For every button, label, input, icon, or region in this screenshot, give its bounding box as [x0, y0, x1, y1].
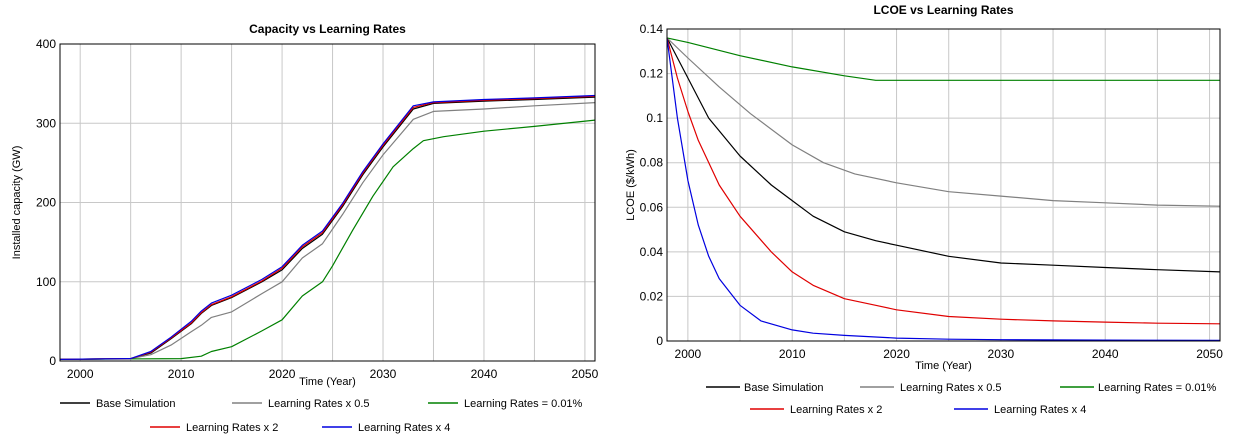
x-tick-label: 2000	[67, 367, 94, 381]
x-tick-label: 2010	[168, 367, 195, 381]
lcoe-chart: LCOE vs Learning Rates 2000 2010 2020 2030 20…	[620, 0, 1239, 438]
series-line-2	[59, 102, 596, 360]
y-tick-label: 0.1	[646, 111, 663, 125]
series-line-4	[666, 37, 1221, 325]
x-tick-label: 2020	[269, 367, 296, 381]
series-line-3	[666, 37, 1220, 81]
x-tick-label: 2020	[883, 347, 910, 361]
legend-label: Learning Rates = 0.01%	[1098, 382, 1217, 394]
x-axis-label: Time (Year)	[299, 376, 356, 388]
legend-label: Learning Rates x 0.5	[268, 398, 370, 410]
plot-frame	[666, 28, 1221, 342]
chart-title: LCOE vs Learning Rates	[873, 3, 1013, 17]
capacity-chart: Capacity vs Learning Rates 2000 2010 2020 20…	[11, 22, 599, 434]
series-line-5	[666, 37, 1221, 341]
x-axis-label: Time (Year)	[915, 360, 972, 372]
y-axis-label: LCOE ($/kWh)	[625, 149, 637, 221]
y-tick-label: 100	[36, 275, 56, 289]
x-tick-label: 2010	[779, 347, 806, 361]
legend-label: Base Simulation	[744, 382, 824, 394]
y-tick-label: 0.04	[640, 245, 664, 259]
lcoe-chart-svg: LCOE vs Learning Rates 2000 2010 2020 2030 20…	[625, 3, 1223, 416]
y-tick-label: 0.14	[640, 22, 664, 36]
y-tick-label: 0	[49, 354, 56, 368]
chart-title: Capacity vs Learning Rates	[249, 22, 406, 36]
y-tick-label: 0.06	[640, 200, 664, 214]
x-tick-label: 2040	[1092, 347, 1119, 361]
x-tick-label: 2050	[1196, 347, 1223, 361]
x-tick-label: 2030	[370, 367, 397, 381]
series-line-5	[59, 94, 596, 360]
x-tick-label: 2040	[471, 367, 498, 381]
legend-label: Learning Rates = 0.01%	[464, 398, 583, 410]
series-line-4	[59, 95, 596, 360]
y-tick-label: 300	[36, 116, 56, 130]
legend-label: Learning Rates x 2	[186, 422, 278, 434]
series-line-2	[666, 37, 1221, 207]
y-tick-label: 0	[656, 334, 663, 348]
legend-label: Base Simulation	[96, 398, 176, 410]
legend-label: Learning Rates x 4	[994, 404, 1086, 416]
plot-frame	[59, 43, 596, 362]
x-tick-label: 2000	[675, 347, 702, 361]
series-line-1	[59, 96, 596, 360]
series-line-3	[59, 119, 596, 360]
series-line-1	[666, 37, 1221, 273]
y-tick-label: 0.12	[640, 67, 664, 81]
x-tick-label: 2050	[572, 367, 599, 381]
legend-label: Learning Rates x 4	[358, 422, 450, 434]
y-tick-label: 0.08	[640, 156, 664, 170]
y-axis-label: Installed capacity (GW)	[11, 146, 23, 260]
y-tick-label: 0.02	[640, 289, 664, 303]
x-tick-label: 2030	[988, 347, 1015, 361]
y-tick-label: 200	[36, 196, 56, 210]
legend-label: Learning Rates x 2	[790, 404, 882, 416]
y-tick-label: 400	[36, 37, 56, 51]
plot-area	[667, 29, 1220, 341]
legend-label: Learning Rates x 0.5	[900, 382, 1002, 394]
